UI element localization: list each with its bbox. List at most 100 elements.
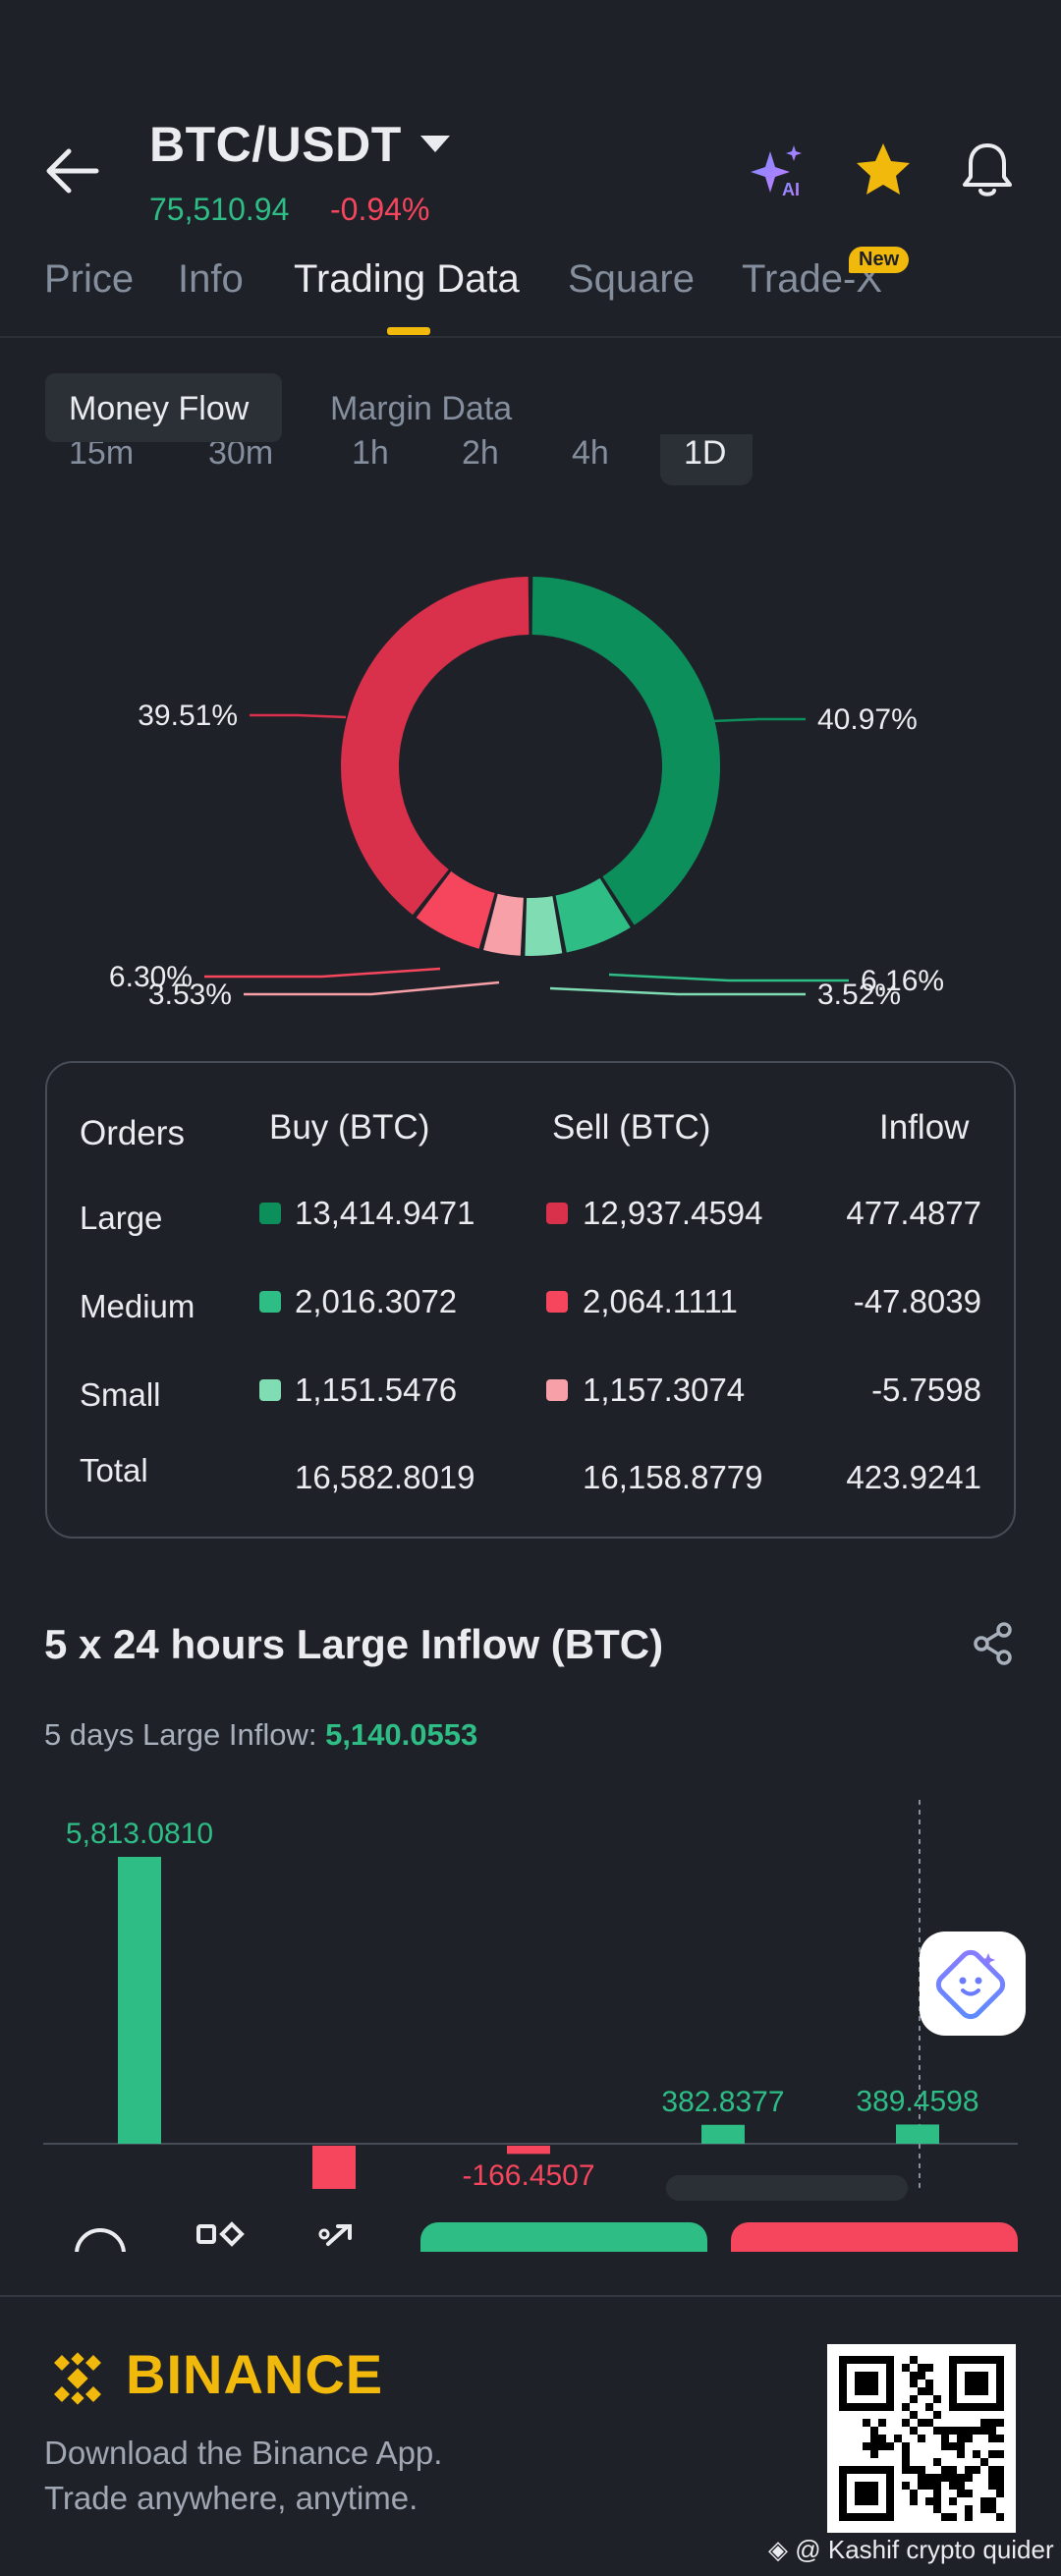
orders-header: Orders — [80, 1114, 185, 1152]
donut-leader-line — [250, 713, 347, 719]
more-icon[interactable] — [71, 2222, 130, 2252]
donut-leader-line — [711, 717, 806, 723]
price-change: -0.94% — [330, 192, 430, 227]
inflow-bar — [701, 2124, 745, 2144]
donut-leader-line — [244, 980, 500, 996]
donut-slice-label: 3.53% — [148, 979, 232, 1011]
donut-slice-label: 3.52% — [817, 979, 901, 1011]
header-divider — [0, 336, 1061, 338]
ai-label: AI — [782, 180, 800, 198]
orders-table — [45, 1061, 1016, 1539]
download-text: Download the Binance App. — [44, 2435, 443, 2471]
inflow-bar — [312, 2146, 356, 2189]
large-inflow-bar-chart: 5,813.0810 -166.4507 382.8377 389.4598 — [43, 1800, 1018, 2201]
buy-large: 13,414.9471 — [295, 1195, 475, 1231]
donut-slice — [483, 893, 524, 956]
download-qr-code — [827, 2344, 1016, 2533]
sell-medium: 2,064.1111 — [583, 1283, 738, 1319]
money-flow-donut-chart: 40.97% 6.16%3.52% 3.53%6.30% 39.51% — [109, 577, 944, 1011]
assistant-bot-icon — [935, 1949, 1006, 2020]
bottom-action-bar — [0, 2201, 1061, 2252]
watermark-text: @ Kashif crypto quider — [795, 2535, 1054, 2564]
buy-color-medium — [259, 1291, 281, 1313]
buy-color-small — [259, 1379, 281, 1401]
bar-data-label: 389.4598 — [856, 2085, 978, 2117]
sell-total: 16,158.8779 — [583, 1459, 763, 1495]
subtab-money-flow[interactable]: Money Flow — [69, 390, 250, 427]
ai-sparkle-icon[interactable]: AI — [749, 143, 810, 198]
donut-slice — [416, 870, 495, 949]
subtab-margin-data[interactable]: Margin Data — [330, 390, 513, 427]
donut-leader-line — [608, 973, 849, 982]
share-icon[interactable] — [973, 1621, 1014, 1666]
period-selected-bg — [660, 434, 753, 485]
inflow-small: -5.7598 — [871, 1372, 981, 1408]
donut-slice-label: 40.97% — [817, 703, 918, 736]
favorite-star-icon[interactable] — [853, 140, 914, 200]
row-label-small: Small — [80, 1376, 161, 1413]
donut-slice — [531, 577, 720, 925]
row-label-large: Large — [80, 1200, 163, 1236]
inflow-bar — [507, 2146, 550, 2155]
donut-slice — [525, 896, 563, 956]
inflow-bar — [896, 2124, 939, 2144]
tagline-text: Trade anywhere, anytime. — [44, 2480, 419, 2516]
tooltip-stub — [666, 2175, 908, 2201]
buy-button[interactable] — [420, 2222, 707, 2252]
period-4h[interactable]: 4h — [572, 434, 609, 472]
tab-info[interactable]: Info — [178, 257, 244, 301]
tab-square[interactable]: Square — [568, 257, 695, 301]
inflow-header: Inflow — [879, 1108, 970, 1147]
row-label-medium: Medium — [80, 1288, 195, 1324]
sell-small: 1,157.3074 — [583, 1372, 746, 1408]
footer-divider — [0, 2295, 1061, 2297]
donut-leader-line — [204, 967, 441, 979]
period-1d[interactable]: 1D — [684, 434, 727, 472]
inflow-bar — [118, 1857, 161, 2144]
tab-price[interactable]: Price — [44, 257, 135, 301]
subtab-selected-bg — [45, 373, 282, 442]
pair-dropdown-icon[interactable] — [420, 136, 450, 152]
buy-header: Buy (BTC) — [269, 1108, 430, 1147]
binance-wordmark: BINANCE — [126, 2343, 384, 2405]
sell-color-small — [546, 1379, 568, 1401]
donut-slice-label: 39.51% — [138, 700, 238, 732]
sell-button[interactable] — [731, 2222, 1018, 2252]
buy-medium: 2,016.3072 — [295, 1283, 458, 1319]
donut-leader-line — [549, 986, 806, 996]
period-1h[interactable]: 1h — [352, 434, 389, 472]
trade-link-icon[interactable] — [314, 2220, 363, 2250]
bar-data-label: 5,813.0810 — [66, 1818, 213, 1850]
watermark: ◈ @ Kashif crypto quider — [768, 2535, 1054, 2564]
last-price: 75,510.94 — [149, 192, 290, 227]
sell-color-large — [546, 1203, 568, 1224]
assistant-float-button[interactable] — [920, 1932, 1026, 2036]
donut-slice — [555, 877, 631, 953]
donut-slice-label: 6.16% — [861, 965, 944, 997]
inflow-total: 423.9241 — [846, 1459, 981, 1495]
five-days-value: 5,140.0553 — [325, 1717, 478, 1752]
back-arrow-icon[interactable] — [43, 145, 102, 196]
compare-icon[interactable] — [195, 2220, 250, 2250]
bell-icon[interactable] — [957, 140, 1018, 200]
pair-title[interactable]: BTC/USDT — [149, 117, 402, 172]
new-badge: New — [849, 247, 910, 273]
binance-logo-icon — [53, 2352, 102, 2405]
large-inflow-title: 5 x 24 hours Large Inflow (BTC) — [44, 1621, 664, 1667]
bar-data-label: 382.8377 — [661, 2086, 784, 2118]
buy-total: 16,582.8019 — [295, 1459, 475, 1495]
donut-slice-label: 6.30% — [109, 961, 193, 993]
buy-color-large — [259, 1203, 281, 1224]
sell-large: 12,937.4594 — [583, 1195, 763, 1231]
sell-color-medium — [546, 1291, 568, 1313]
inflow-large: 477.4877 — [846, 1195, 981, 1231]
period-2h[interactable]: 2h — [462, 434, 499, 472]
inflow-medium: -47.8039 — [853, 1283, 981, 1319]
five-days-inflow: 5 days Large Inflow: 5,140.0553 — [44, 1717, 477, 1753]
sell-header: Sell (BTC) — [552, 1108, 711, 1147]
buy-small: 1,151.5476 — [295, 1372, 458, 1408]
tab-trading-data[interactable]: Trading Data — [294, 257, 520, 301]
active-tab-indicator — [387, 327, 430, 335]
bar-data-label: -166.4507 — [462, 2159, 594, 2192]
donut-slice — [340, 577, 530, 916]
